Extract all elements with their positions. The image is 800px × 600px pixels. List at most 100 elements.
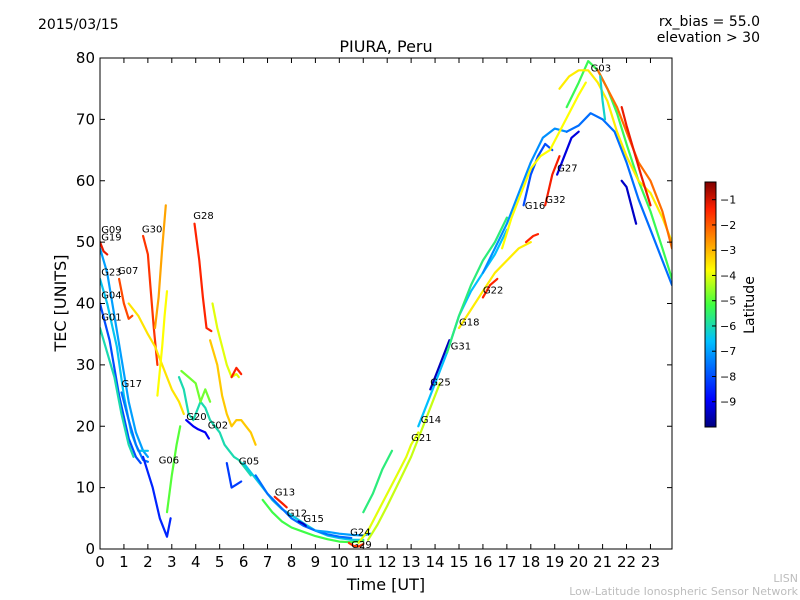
series-g05b [230, 366, 243, 379]
series-g28 [193, 222, 213, 333]
x-tick-label: 8 [287, 553, 297, 571]
rx-bias-label: rx_bias = 55.0 [658, 14, 760, 30]
sat-label-g22: G22 [483, 286, 503, 297]
series-layer [100, 60, 672, 548]
x-tick-label: 20 [569, 553, 588, 571]
series-g19 [100, 241, 109, 256]
series-g03e [620, 179, 638, 225]
series-g01 [100, 326, 135, 458]
series-g20 [177, 376, 252, 477]
colorbar-tick-label: −6 [720, 320, 736, 333]
sat-label-g06: G06 [159, 456, 179, 467]
sat-label-g25: G25 [430, 378, 450, 389]
x-tick-label: 7 [263, 553, 273, 571]
sat-label-g31: G31 [451, 342, 471, 353]
series-g15 [261, 498, 365, 544]
series-g12 [254, 474, 353, 540]
series-g02 [185, 419, 210, 440]
x-axis-label: Time [UT] [346, 575, 425, 594]
colorbar-tick-label: −9 [720, 396, 736, 409]
y-tick-label: 80 [76, 49, 95, 67]
sat-label-g09: G09 [101, 225, 121, 236]
sat-label-g30: G30 [142, 224, 162, 235]
x-tick-label: 16 [473, 553, 492, 571]
series-g13 [242, 462, 365, 541]
x-tick-label: 18 [521, 553, 540, 571]
x-tick-label: 9 [311, 553, 321, 571]
x-tick-label: 3 [167, 553, 177, 571]
series-g20b [180, 369, 212, 403]
x-tick-label: 11 [354, 553, 373, 571]
colorbar-tick-label: −1 [720, 194, 736, 207]
x-tick-label: 2 [143, 553, 153, 571]
date-label: 2015/03/15 [38, 17, 119, 33]
axes: 0 1 2 3 4 5 6 7 8 9 10 11 12 13 14 15 16 17 18 19 20 21 22 2301… [76, 49, 672, 571]
series-g22c [524, 233, 540, 244]
series-g30b [153, 204, 167, 330]
series-g13b [273, 495, 288, 509]
series-g05c [225, 462, 243, 489]
series-g25 [429, 339, 451, 391]
colorbar-tick-label: −3 [720, 244, 736, 257]
series-g09 [100, 247, 149, 458]
sat-label-g02: G02 [208, 421, 228, 432]
series-g14 [362, 449, 394, 514]
sat-label-g28: G28 [193, 211, 213, 222]
x-tick-label: 1 [119, 553, 129, 571]
series-g06 [142, 455, 172, 538]
colorbar-ticks: −1 −2 −3 −4 −5 −6 −7 −8 −9 [712, 194, 736, 409]
series-g03f [599, 75, 607, 121]
footer-line-1: LISN [773, 572, 798, 585]
y-tick-label: 60 [76, 172, 95, 190]
y-tick-label: 0 [85, 540, 95, 558]
series-g16 [481, 127, 568, 274]
x-tick-label: 15 [449, 553, 468, 571]
series-g15b [297, 520, 307, 527]
series-g04 [100, 302, 142, 465]
sat-label-g27: G27 [557, 164, 577, 175]
x-tick-label: 17 [497, 553, 516, 571]
sat-label-g21: G21 [411, 433, 431, 444]
sat-label-g20: G20 [186, 412, 206, 423]
series-g30 [142, 234, 159, 366]
sat-label-g13: G13 [275, 488, 295, 499]
x-tick-label: 21 [593, 553, 612, 571]
sat-label-g12: G12 [287, 509, 307, 520]
series-g06b [165, 425, 182, 514]
sat-label-g19: G19 [101, 232, 121, 243]
colorbar-tick-label: −8 [720, 370, 736, 383]
series-g03 [565, 60, 672, 280]
series-g16c [501, 81, 587, 250]
sat-label-g17: G17 [122, 379, 142, 390]
series-g14b [367, 382, 441, 541]
y-axis-label: TEC [UNITS] [51, 255, 70, 353]
colorbar-tick-label: −4 [720, 269, 736, 282]
footer-credit: LISN Low-Latitude Ionospheric Sensor Net… [569, 572, 798, 598]
parameter-box: rx_bias = 55.0 elevation > 30 [657, 14, 760, 46]
series-g21 [357, 431, 420, 544]
y-tick-label: 40 [76, 295, 95, 313]
sat-label-g23: G23 [101, 267, 121, 278]
sat-label-g03: G03 [591, 64, 611, 75]
sat-label-g32: G32 [545, 195, 565, 206]
x-tick-label: 10 [330, 553, 349, 571]
series-g02b [209, 339, 257, 446]
series-g18 [445, 216, 508, 354]
colorbar [704, 181, 717, 428]
chart-title: PIURA, Peru [339, 37, 432, 56]
colorbar-tick-label: −2 [720, 219, 736, 232]
y-tick-label: 20 [76, 417, 95, 435]
sat-label-g05: G05 [239, 456, 259, 467]
y-tick-label: 70 [76, 110, 95, 128]
x-tick-label: 12 [378, 553, 397, 571]
series-g22b [481, 277, 499, 299]
series-g05 [211, 302, 240, 379]
series-g22 [457, 241, 532, 330]
x-tick-label: 22 [617, 553, 636, 571]
footer-line-2: Low-Latitude Ionospheric Sensor Network [569, 585, 798, 598]
y-tick-label: 30 [76, 356, 95, 374]
x-tick-label: 5 [215, 553, 225, 571]
sat-label-g18: G18 [459, 318, 479, 329]
